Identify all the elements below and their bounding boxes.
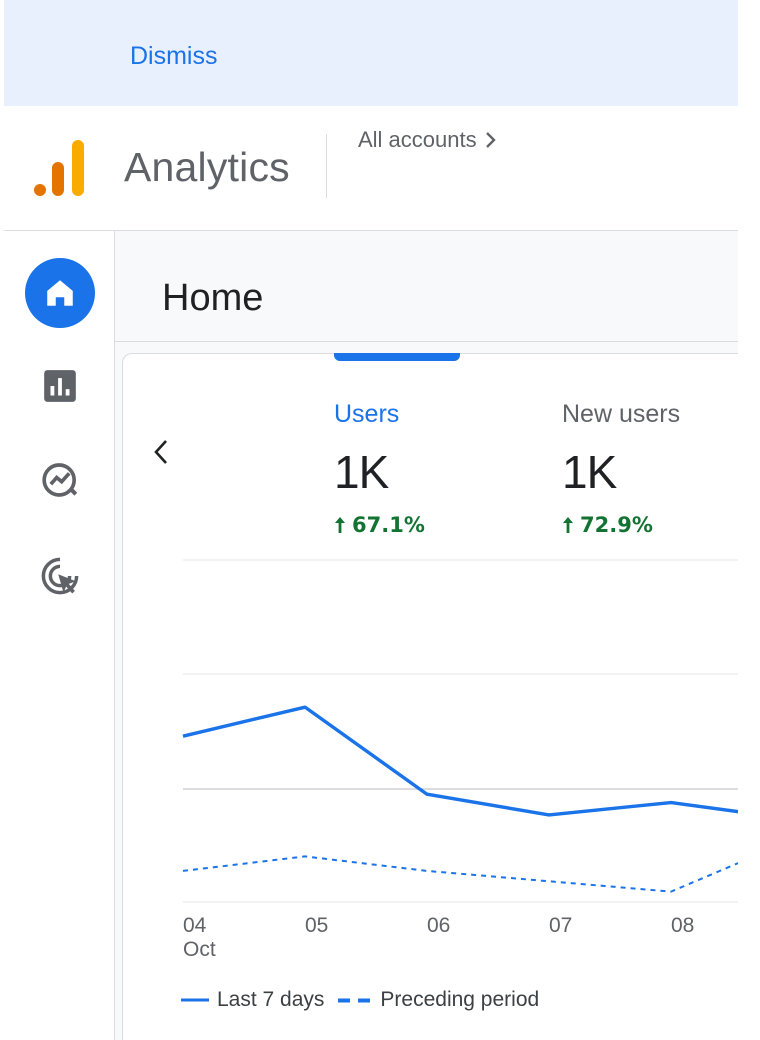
- series-line-0: [182, 705, 738, 817]
- previous-metrics-button[interactable]: [143, 434, 179, 470]
- nav-reports[interactable]: [25, 351, 95, 421]
- nav-home[interactable]: [25, 258, 95, 328]
- legend-item-current: Last 7 days: [181, 988, 324, 1012]
- arrow-up-icon: [563, 517, 573, 533]
- header-divider: [326, 134, 327, 198]
- metric-label: Users: [334, 400, 400, 428]
- series-line-1: [182, 855, 738, 893]
- x-tick-label: 05: [305, 914, 328, 937]
- nav-explore[interactable]: [25, 445, 95, 515]
- nav-advertising[interactable]: [25, 541, 95, 611]
- page-title: Home: [162, 277, 264, 319]
- users-line-chart: 040506070809Oct: [182, 559, 738, 961]
- dismiss-button[interactable]: Dismiss: [130, 42, 218, 70]
- x-tick-month-label: Oct: [183, 938, 216, 961]
- advertising-icon: [41, 557, 79, 595]
- legend-item-preceding: Preceding period: [338, 988, 539, 1012]
- page-header: Home: [115, 231, 738, 342]
- metric-users[interactable]: Users 1K 67.1%: [334, 400, 425, 537]
- active-tab-indicator: [334, 353, 460, 361]
- chart-legend: Last 7 days Preceding period: [181, 988, 553, 1012]
- home-icon: [47, 280, 73, 306]
- analytics-window: Dismiss Analytics All accounts: [4, 0, 738, 1040]
- explore-icon: [42, 463, 78, 497]
- solid-line-swatch-icon: [181, 998, 209, 1002]
- app-bar: Analytics All accounts: [4, 106, 738, 231]
- metric-change-value: 72.9%: [580, 513, 653, 537]
- analytics-logo-icon: [34, 140, 84, 196]
- overview-card: Users 1K 67.1% New users 1K 72.9% 04 05 06…: [122, 353, 738, 1040]
- app-title: Analytics: [124, 144, 290, 190]
- x-tick-label: 04: [183, 914, 207, 937]
- reports-icon: [44, 370, 76, 402]
- chevron-left-icon: [154, 440, 167, 464]
- header-edge-overlay: [704, 108, 738, 204]
- chevron-right-icon: [485, 132, 496, 148]
- arrow-up-icon: [335, 517, 345, 533]
- x-tick-label: 07: [549, 914, 572, 937]
- metric-label: New users: [562, 400, 681, 428]
- metric-change: 67.1%: [334, 513, 425, 537]
- left-nav-rail: [4, 231, 115, 1040]
- dashed-line-swatch-icon: [338, 998, 371, 1003]
- metric-value: 1K: [562, 446, 617, 498]
- metric-value: 1K: [334, 446, 389, 498]
- x-tick-label: 06: [427, 914, 450, 937]
- metric-change: 72.9%: [562, 513, 680, 537]
- account-breadcrumb[interactable]: All accounts: [358, 127, 497, 153]
- legend-label: Last 7 days: [217, 988, 325, 1011]
- breadcrumb-label: All accounts: [358, 127, 477, 152]
- metric-change-value: 67.1%: [352, 513, 425, 537]
- legend-label: Preceding period: [380, 988, 540, 1011]
- x-tick-label: 08: [671, 914, 694, 937]
- metric-new-users[interactable]: New users 1K 72.9%: [562, 400, 680, 537]
- notification-banner: Dismiss: [4, 0, 738, 106]
- window-edge: [738, 0, 760, 1040]
